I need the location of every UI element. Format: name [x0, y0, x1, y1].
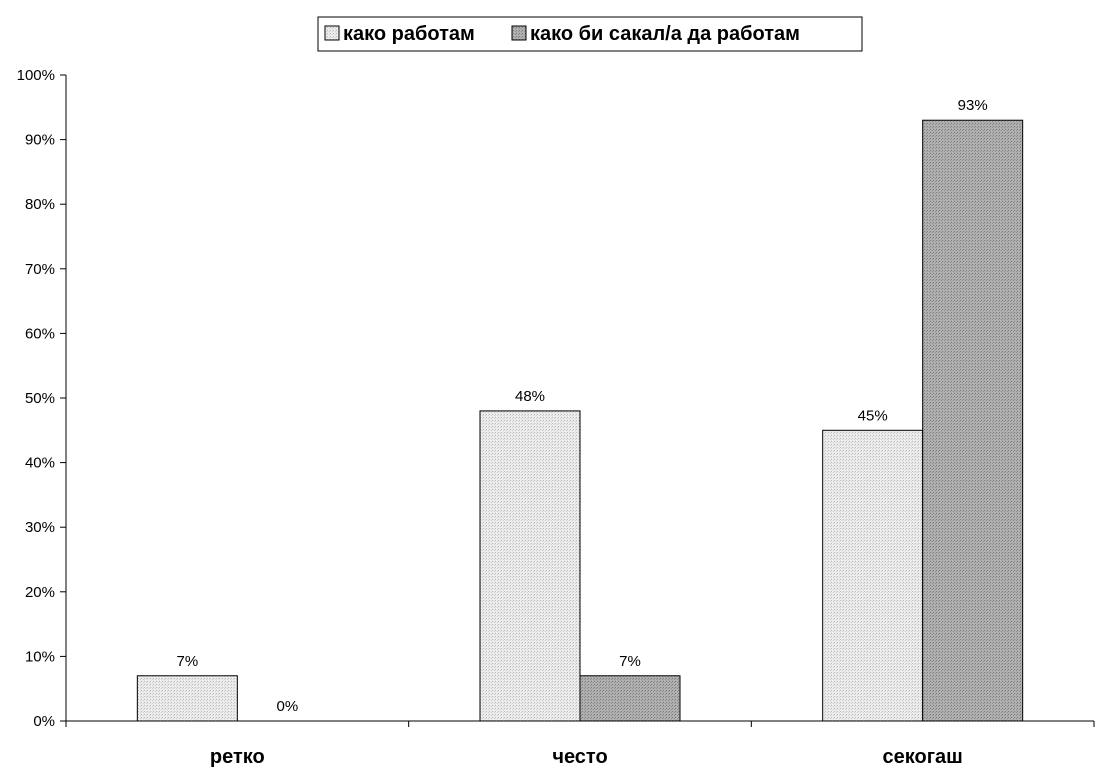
bars — [136, 119, 1024, 722]
data-labels: 7% 0% 48% 7% 45% 93% — [176, 97, 987, 715]
legend-swatch-series-1 — [324, 25, 340, 41]
y-tick-label: 20% — [25, 584, 55, 601]
data-label: 48% — [515, 388, 545, 405]
legend-label-series-2: како би сакал/а да работам — [530, 23, 800, 45]
y-tick-label: 60% — [25, 325, 55, 342]
bar-series-1 — [822, 429, 924, 722]
y-tick-label: 90% — [25, 132, 55, 149]
category-label: ретко — [210, 746, 265, 767]
legend-swatch-series-2 — [511, 25, 527, 41]
data-label: 93% — [958, 97, 988, 114]
data-label: 45% — [858, 407, 888, 424]
y-tick-label: 10% — [25, 648, 55, 665]
y-tick-label: 50% — [25, 390, 55, 407]
category-label: секогаш — [882, 746, 962, 767]
data-label: 0% — [276, 698, 298, 715]
data-label: 7% — [619, 653, 641, 670]
legend: како работам како би сакал/а да работам — [317, 16, 863, 52]
y-tick-label: 70% — [25, 261, 55, 278]
y-tick-label: 80% — [25, 196, 55, 213]
category-label: често — [552, 746, 607, 767]
x-axis-ticks — [65, 721, 1095, 727]
y-tick-label: 30% — [25, 519, 55, 536]
data-label: 7% — [176, 653, 198, 670]
legend-box — [317, 16, 863, 52]
y-axis-ticks: 0% 10% 20% 30% 40% 50% 60% 70% 80% 90% 100% — [17, 67, 66, 730]
legend-label-series-1: како работам — [343, 23, 475, 45]
category-labels: ретко често секогаш — [210, 746, 963, 767]
y-tick-label: 40% — [25, 455, 55, 472]
y-tick-label: 0% — [33, 713, 55, 730]
bar-series-1 — [136, 675, 238, 722]
y-tick-label: 100% — [17, 67, 55, 84]
bar-series-2 — [579, 675, 681, 722]
bar-series-2 — [922, 119, 1024, 722]
bar-series-1 — [479, 410, 581, 722]
